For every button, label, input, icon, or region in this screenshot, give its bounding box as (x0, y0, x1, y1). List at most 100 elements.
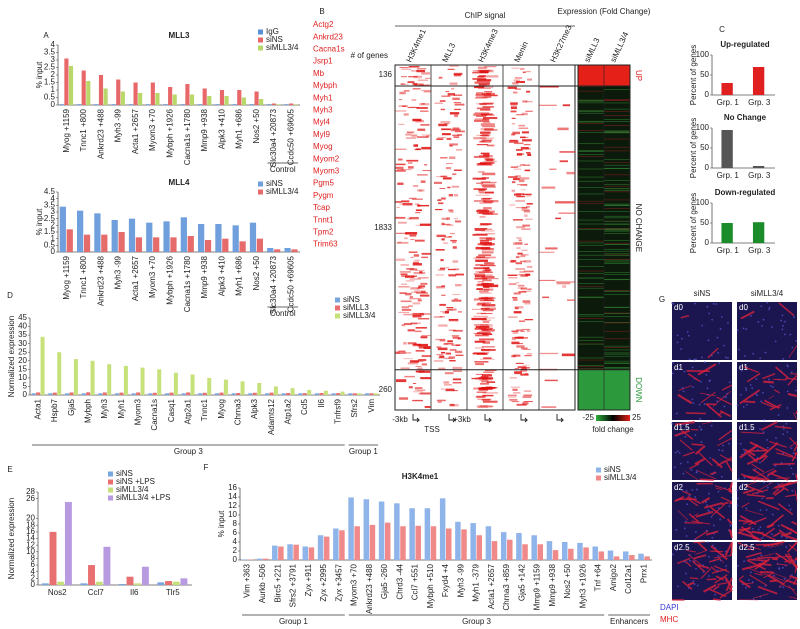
nucleus (686, 503, 689, 506)
x-tick-label: Acta1 (33, 398, 42, 419)
nucleus (676, 334, 679, 337)
heatmap-streak (447, 68, 455, 70)
heatmap-streak (482, 200, 499, 203)
heatmap-streak (415, 212, 421, 214)
bar (256, 238, 264, 252)
nucleus (742, 406, 745, 408)
myotube (683, 451, 695, 457)
myotube (718, 557, 724, 563)
expression-line (604, 290, 630, 291)
expression-line (578, 132, 604, 133)
heatmap-streak (475, 373, 484, 375)
heatmap-streak (407, 362, 418, 365)
nucleus (737, 564, 739, 567)
myotube (748, 558, 767, 562)
heatmap-streak (418, 204, 430, 207)
nucleus (714, 593, 716, 596)
nucleus (699, 380, 702, 383)
heatmap-streak (510, 259, 517, 263)
heatmap-streak (478, 171, 485, 173)
heatmap-streak (516, 114, 524, 116)
heatmap-streak (475, 264, 484, 266)
nucleus (782, 433, 785, 436)
bar (623, 551, 629, 560)
x-tick-label: Myh3 (100, 398, 109, 418)
heatmap-streak (474, 273, 485, 275)
nucleus (786, 364, 789, 367)
expression-line (604, 121, 630, 122)
bar (339, 530, 345, 560)
bar (49, 531, 57, 585)
heatmap-streak (483, 207, 492, 210)
heatmap-streak (480, 123, 495, 126)
chart-title: No Change (724, 113, 767, 122)
bar (281, 393, 286, 395)
nucleus (712, 544, 714, 547)
heatmap-streak (452, 293, 461, 295)
myotube (699, 392, 716, 397)
x-tick-label: Aurkb -506 (258, 563, 267, 603)
heatmap-streak (515, 267, 526, 271)
heatmap-streak (558, 212, 575, 214)
heatmap-streak (440, 311, 447, 313)
expression-line (578, 90, 604, 92)
myotube (705, 530, 719, 536)
heatmap-streak (407, 218, 412, 220)
myotube (700, 391, 716, 404)
heatmap-streak (454, 194, 459, 197)
heatmap-streak (523, 210, 531, 213)
myotube (763, 380, 774, 384)
x-tick-label: Atp1a2 (283, 398, 292, 424)
expression-line (578, 151, 604, 152)
heatmap-streak (486, 92, 496, 96)
nucleus (672, 362, 674, 364)
myotube (792, 412, 798, 421)
nucleus (699, 417, 702, 420)
heatmap-streak (486, 381, 496, 383)
nucleus (676, 341, 679, 344)
heatmap-streak (481, 114, 495, 117)
expression-line (578, 296, 604, 298)
heatmap-streak (406, 132, 413, 133)
y-tick-label: 50 (700, 218, 709, 227)
gene-count: 260 (379, 385, 393, 394)
panel-label: D (7, 291, 13, 300)
myotube (677, 557, 691, 565)
bar (165, 581, 172, 585)
row-label: d1.5 (739, 423, 755, 432)
myotube (682, 490, 692, 496)
nucleus (759, 357, 762, 360)
myotube (744, 448, 756, 457)
myotube (772, 487, 780, 495)
heatmap-streak (447, 93, 456, 96)
heatmap-streak (399, 397, 409, 400)
heatmap-streak (511, 117, 516, 119)
nucleus (794, 389, 797, 392)
bar (48, 393, 53, 395)
legend-swatch (335, 313, 340, 319)
heatmap-streak (482, 341, 491, 344)
heatmap-streak (514, 77, 523, 79)
heatmap-streak (397, 241, 402, 243)
expression-line (578, 143, 604, 145)
myotube (771, 473, 789, 481)
heatmap-streak (448, 356, 456, 359)
x-tick-label: Tnnc1 +800 (79, 255, 88, 298)
heatmap-streak (448, 274, 458, 276)
heatmap-streak (448, 275, 457, 277)
bar (116, 79, 121, 105)
heatmap-streak (403, 342, 407, 345)
heatmap-streak (421, 103, 425, 105)
heatmap-streak (510, 106, 517, 110)
heatmap-streak (518, 291, 527, 293)
y-tick-label: 10 (26, 547, 35, 556)
heatmap-streak (426, 135, 430, 138)
heatmap-streak (440, 121, 451, 123)
myotube (741, 563, 763, 571)
nucleus (687, 334, 690, 337)
heatmap-streak (415, 269, 425, 271)
bar (36, 392, 41, 395)
nucleus (738, 348, 740, 351)
nucleus (728, 381, 731, 384)
expression-line (578, 193, 604, 195)
